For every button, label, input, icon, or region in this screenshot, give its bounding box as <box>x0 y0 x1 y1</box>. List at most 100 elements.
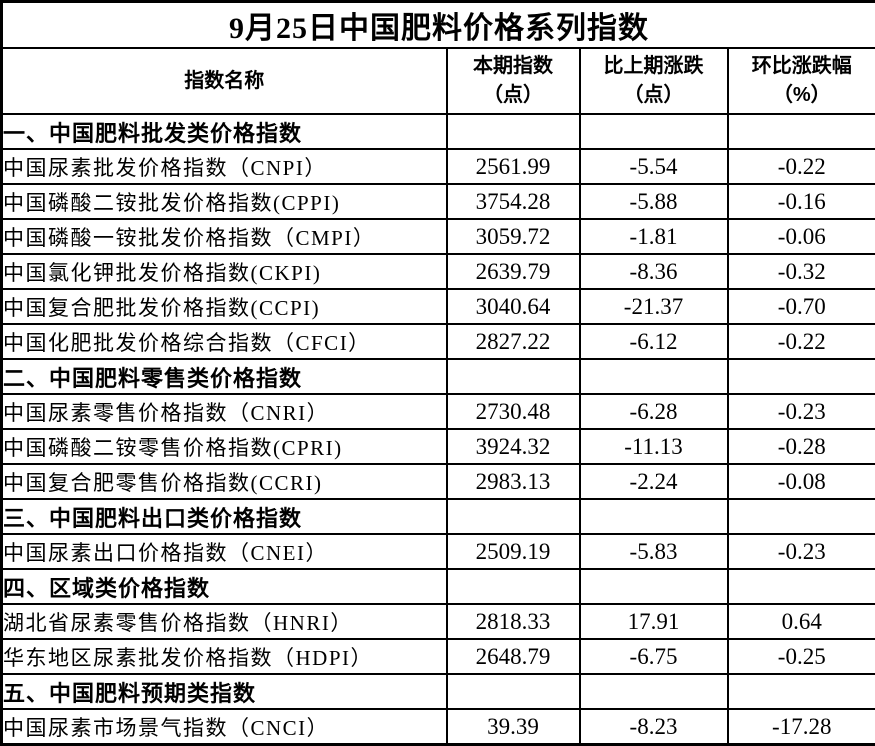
index-name-cell: 中国尿素市场景气指数（CNCI） <box>2 709 447 745</box>
change-percent-cell <box>728 114 875 149</box>
current-index-cell: 2561.99 <box>447 149 580 184</box>
current-index-cell: 3754.28 <box>447 184 580 219</box>
change-points-cell: -8.36 <box>580 254 728 289</box>
change-points-cell: -8.23 <box>580 709 728 745</box>
change-percent-cell: -17.28 <box>728 709 875 745</box>
index-name-cell: 中国复合肥批发价格指数(CCPI) <box>2 289 447 324</box>
section-row: 一、中国肥料批发类价格指数 <box>2 114 875 149</box>
current-index-cell: 39.39 <box>447 709 580 745</box>
change-percent-cell: -0.70 <box>728 289 875 324</box>
table-row: 中国磷酸二铵批发价格指数(CPPI)3754.28-5.88-0.16 <box>2 184 875 219</box>
table-row: 中国磷酸一铵批发价格指数（CMPI）3059.72-1.81-0.06 <box>2 219 875 254</box>
change-points-cell <box>580 359 728 394</box>
current-index-cell: 2827.22 <box>447 324 580 359</box>
change-percent-cell: -0.23 <box>728 394 875 429</box>
change-percent-cell: -0.32 <box>728 254 875 289</box>
col-header-label: 指数名称 <box>3 67 446 96</box>
section-row: 四、区域类价格指数 <box>2 569 875 604</box>
section-row: 三、中国肥料出口类价格指数 <box>2 499 875 534</box>
change-points-cell: -2.24 <box>580 464 728 499</box>
index-name-cell: 中国尿素出口价格指数（CNEI） <box>2 534 447 569</box>
index-name-cell: 中国复合肥零售价格指数(CCRI) <box>2 464 447 499</box>
change-points-cell <box>580 499 728 534</box>
index-name-cell: 五、中国肥料预期类指数 <box>2 674 447 709</box>
page-title: 9月25日中国肥料价格系列指数 <box>2 2 875 49</box>
change-percent-cell: -0.22 <box>728 149 875 184</box>
index-name-cell: 一、中国肥料批发类价格指数 <box>2 114 447 149</box>
col-header-change-percent: 环比涨跌幅 （%） <box>728 48 875 114</box>
change-percent-cell <box>728 674 875 709</box>
index-name-cell: 三、中国肥料出口类价格指数 <box>2 499 447 534</box>
section-row: 二、中国肥料零售类价格指数 <box>2 359 875 394</box>
change-percent-cell: -0.06 <box>728 219 875 254</box>
change-points-cell: -5.54 <box>580 149 728 184</box>
change-points-cell: -1.81 <box>580 219 728 254</box>
current-index-cell: 2509.19 <box>447 534 580 569</box>
current-index-cell: 3040.64 <box>447 289 580 324</box>
index-name-cell: 中国磷酸一铵批发价格指数（CMPI） <box>2 219 447 254</box>
current-index-cell: 3059.72 <box>447 219 580 254</box>
current-index-cell: 3924.32 <box>447 429 580 464</box>
index-name-cell: 中国磷酸二铵批发价格指数(CPPI) <box>2 184 447 219</box>
index-name-cell: 中国磷酸二铵零售价格指数(CPRI) <box>2 429 447 464</box>
change-points-cell: -6.75 <box>580 639 728 674</box>
table-row: 中国复合肥零售价格指数(CCRI)2983.13-2.24-0.08 <box>2 464 875 499</box>
change-percent-cell: -0.25 <box>728 639 875 674</box>
col-header-label: 比上期涨跌 <box>581 52 727 81</box>
current-index-cell <box>447 359 580 394</box>
index-name-cell: 中国氯化钾批发价格指数(CKPI) <box>2 254 447 289</box>
change-points-cell: -6.28 <box>580 394 728 429</box>
table-row: 中国复合肥批发价格指数(CCPI)3040.64-21.37-0.70 <box>2 289 875 324</box>
table-row: 中国化肥批发价格综合指数（CFCI）2827.22-6.12-0.22 <box>2 324 875 359</box>
change-percent-cell: -0.23 <box>728 534 875 569</box>
current-index-cell <box>447 569 580 604</box>
col-header-change-points: 比上期涨跌 （点） <box>580 48 728 114</box>
table-row: 中国尿素批发价格指数（CNPI）2561.99-5.54-0.22 <box>2 149 875 184</box>
col-header-index-name: 指数名称 <box>2 48 447 114</box>
change-points-cell: 17.91 <box>580 604 728 639</box>
current-index-cell <box>447 114 580 149</box>
change-points-cell <box>580 674 728 709</box>
change-percent-cell: -0.08 <box>728 464 875 499</box>
col-header-unit: （点） <box>448 81 579 110</box>
change-points-cell: -21.37 <box>580 289 728 324</box>
table-row: 中国磷酸二铵零售价格指数(CPRI)3924.32-11.13-0.28 <box>2 429 875 464</box>
change-percent-cell: -0.16 <box>728 184 875 219</box>
change-percent-cell: -0.28 <box>728 429 875 464</box>
section-row: 五、中国肥料预期类指数 <box>2 674 875 709</box>
index-name-cell: 四、区域类价格指数 <box>2 569 447 604</box>
current-index-cell: 2730.48 <box>447 394 580 429</box>
change-percent-cell <box>728 499 875 534</box>
current-index-cell <box>447 674 580 709</box>
index-name-cell: 华东地区尿素批发价格指数（HDPI） <box>2 639 447 674</box>
title-row: 9月25日中国肥料价格系列指数 <box>2 2 875 49</box>
change-points-cell: -5.88 <box>580 184 728 219</box>
table-row: 中国氯化钾批发价格指数(CKPI)2639.79-8.36-0.32 <box>2 254 875 289</box>
change-percent-cell: -0.22 <box>728 324 875 359</box>
current-index-cell <box>447 499 580 534</box>
index-name-cell: 中国尿素零售价格指数（CNRI） <box>2 394 447 429</box>
col-header-label: 环比涨跌幅 <box>729 52 875 81</box>
current-index-cell: 2983.13 <box>447 464 580 499</box>
index-name-cell: 中国尿素批发价格指数（CNPI） <box>2 149 447 184</box>
col-header-unit: （点） <box>581 81 727 110</box>
index-name-cell: 二、中国肥料零售类价格指数 <box>2 359 447 394</box>
current-index-cell: 2639.79 <box>447 254 580 289</box>
current-index-cell: 2648.79 <box>447 639 580 674</box>
change-points-cell: -5.83 <box>580 534 728 569</box>
change-points-cell <box>580 114 728 149</box>
change-points-cell <box>580 569 728 604</box>
table-row: 华东地区尿素批发价格指数（HDPI）2648.79-6.75-0.25 <box>2 639 875 674</box>
current-index-cell: 2818.33 <box>447 604 580 639</box>
table-body: 一、中国肥料批发类价格指数中国尿素批发价格指数（CNPI）2561.99-5.5… <box>2 114 875 745</box>
index-name-cell: 湖北省尿素零售价格指数（HNRI） <box>2 604 447 639</box>
table-row: 中国尿素出口价格指数（CNEI）2509.19-5.83-0.23 <box>2 534 875 569</box>
table-row: 中国尿素市场景气指数（CNCI）39.39-8.23-17.28 <box>2 709 875 745</box>
change-percent-cell <box>728 359 875 394</box>
change-percent-cell: 0.64 <box>728 604 875 639</box>
change-points-cell: -6.12 <box>580 324 728 359</box>
col-header-unit: （%） <box>729 81 875 110</box>
change-percent-cell <box>728 569 875 604</box>
